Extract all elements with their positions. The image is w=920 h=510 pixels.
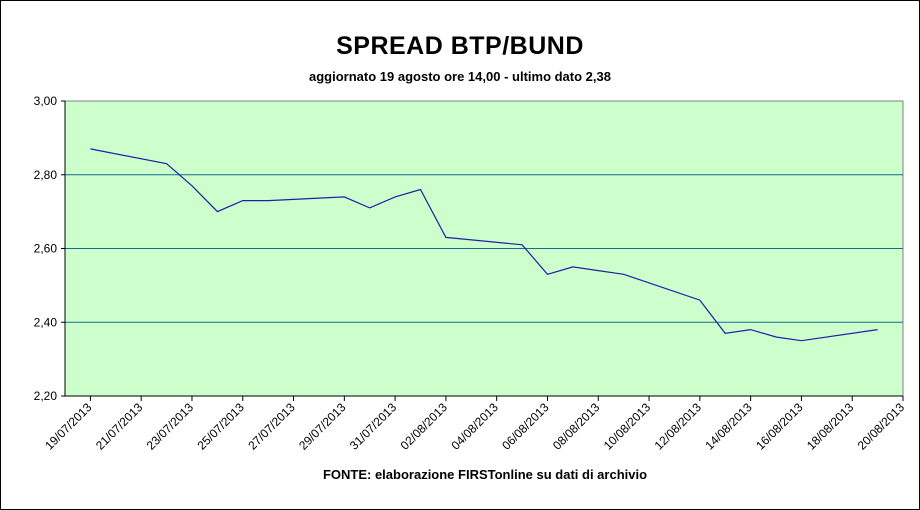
series-line [90, 148, 878, 342]
x-tick-label: 21/07/2013 [93, 400, 146, 453]
chart-title: SPREAD BTP/BUND [336, 32, 584, 60]
gridlines [65, 174, 903, 323]
x-tick-label: 20/08/2013 [855, 400, 908, 453]
x-tick-label: 27/07/2013 [245, 400, 298, 453]
x-tick-label: 04/08/2013 [448, 400, 501, 453]
x-tick-label: 12/08/2013 [652, 400, 705, 453]
x-tick-label: 29/07/2013 [296, 400, 349, 453]
y-tick-label: 2,40 [34, 315, 58, 329]
y-tick-label: 2,80 [34, 168, 58, 182]
x-tick-label: 25/07/2013 [195, 400, 248, 453]
x-tick-label: 16/08/2013 [753, 400, 806, 453]
x-tick-label: 02/08/2013 [398, 400, 451, 453]
x-tick-label: 08/08/2013 [550, 400, 603, 453]
x-tick-label: 14/08/2013 [702, 400, 755, 453]
x-tick-label: 19/07/2013 [42, 400, 95, 453]
y-tick-label: 2,20 [34, 389, 58, 403]
y-axis: 2,20 2,40 2,60 2,80 3,00 [34, 94, 66, 403]
y-tick-label: 3,00 [34, 94, 58, 108]
y-tick-label: 2,60 [34, 242, 58, 256]
chart-source-note: FONTE: elaborazione FIRSTonline su dati … [322, 467, 648, 482]
x-tick-label: 18/08/2013 [804, 400, 857, 453]
series-group [90, 148, 878, 342]
x-tick-label: 31/07/2013 [347, 400, 400, 453]
x-axis: 19/07/201321/07/201323/07/201325/07/2013… [42, 395, 908, 453]
x-tick-label: 23/07/2013 [144, 400, 197, 453]
x-tick-label: 06/08/2013 [499, 400, 552, 453]
chart-subtitle: aggiornato 19 agosto ore 14,00 - ultimo … [309, 69, 611, 84]
x-tick-label: 10/08/2013 [601, 400, 654, 453]
